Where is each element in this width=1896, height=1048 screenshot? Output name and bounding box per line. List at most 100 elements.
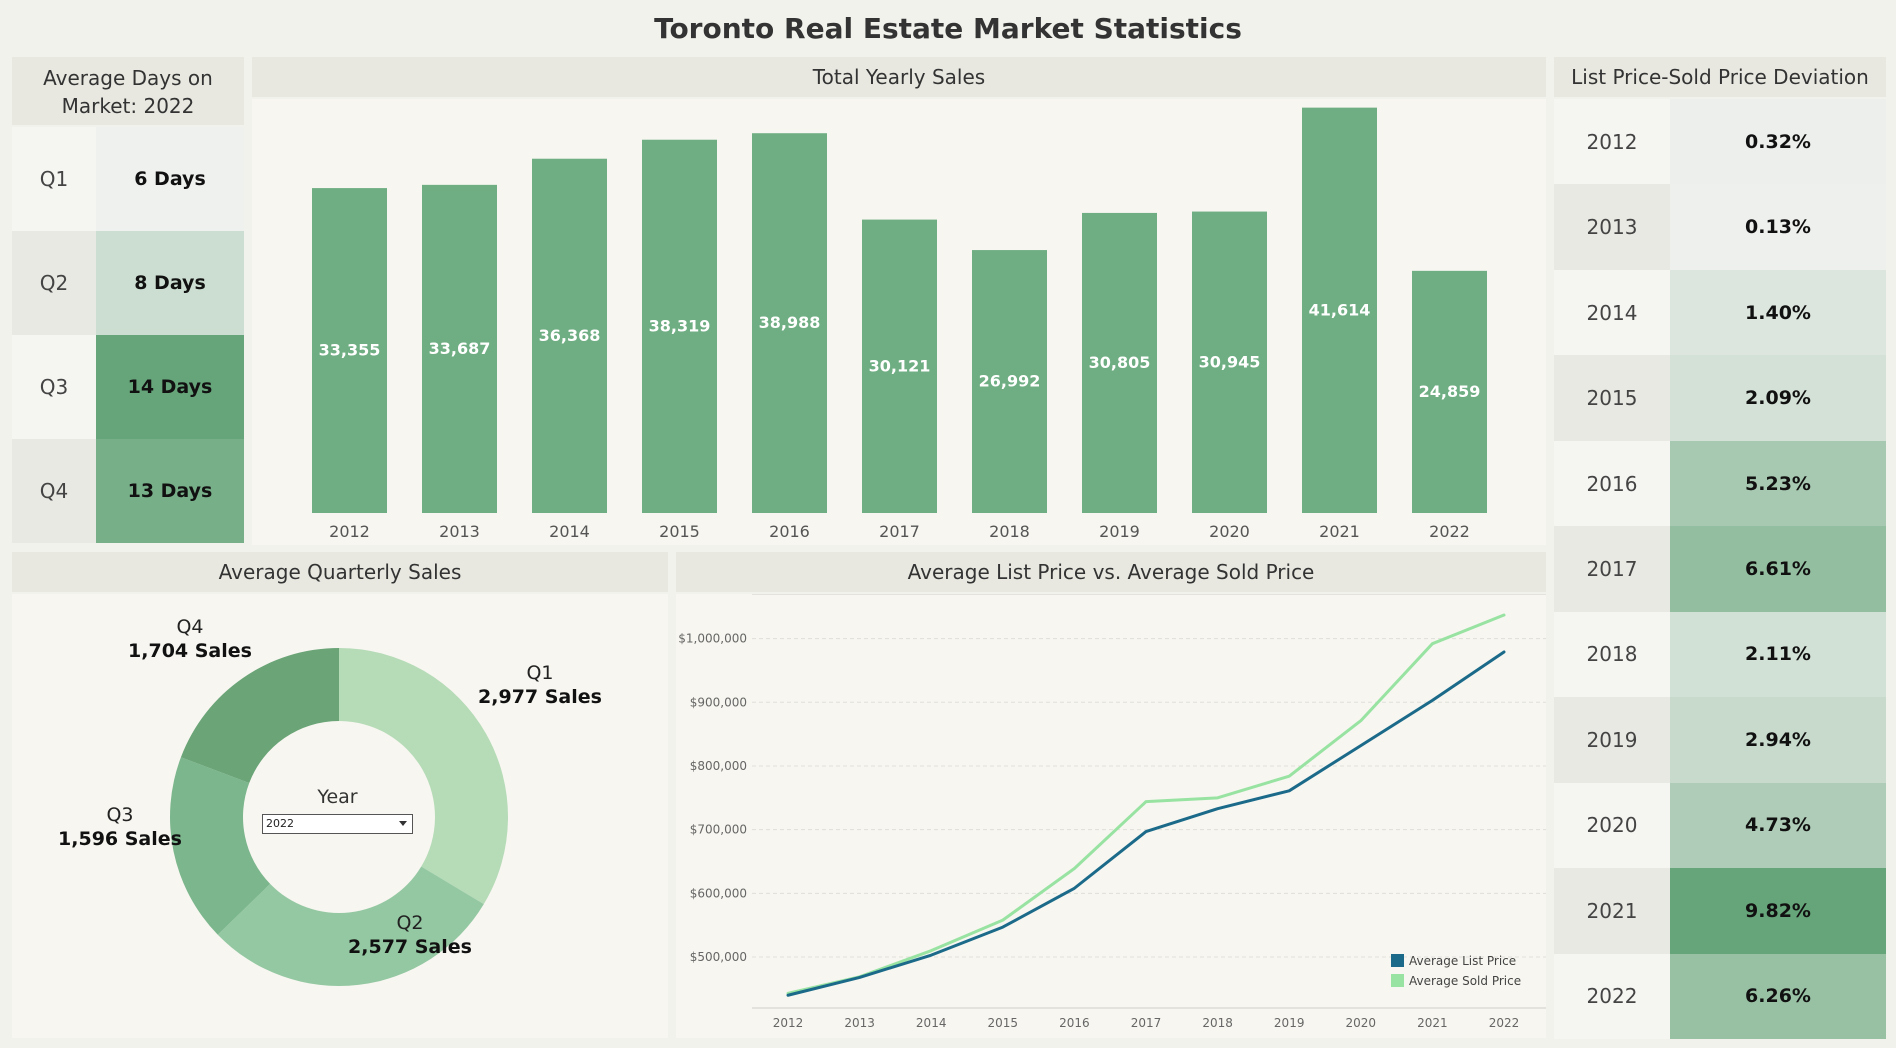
bar-2020[interactable] <box>1192 211 1267 513</box>
bar-2015[interactable] <box>642 139 717 514</box>
x-tick-label: 2019 <box>1274 1016 1305 1030</box>
deviation-value: 5.23% <box>1670 440 1886 527</box>
bar-2014[interactable] <box>532 158 607 513</box>
days-on-market-header: Average Days on Market: 2022 <box>12 57 244 125</box>
x-tick-label: 2016 <box>1059 1016 1090 1030</box>
slice-value-label: 2,577 Sales <box>348 936 472 958</box>
bar-value-label: 30,121 <box>869 356 931 375</box>
bar-value-label: 30,805 <box>1089 353 1151 372</box>
x-tick-label: 2016 <box>769 522 810 541</box>
bar-2018[interactable] <box>972 250 1047 513</box>
yearly-sales-header: Total Yearly Sales <box>252 57 1546 97</box>
days-row-q3: Q3 14 Days <box>12 335 244 439</box>
quarterly-sales-svg: Q12,977 Sales Q22,577 Sales Q31,596 Sales Q… <box>58 616 602 986</box>
deviation-year: 2020 <box>1554 782 1670 869</box>
year-filter-dropdown[interactable]: 2022 <box>262 814 413 834</box>
x-tick-label: 2018 <box>989 522 1030 541</box>
bar-value-label: 38,319 <box>649 316 711 335</box>
y-tick-label: $600,000 <box>690 886 747 900</box>
slice-name-label: Q1 <box>526 662 553 684</box>
days-value: 14 Days <box>96 335 244 439</box>
x-tick-label: 2017 <box>879 522 920 541</box>
y-tick-label: $500,000 <box>690 950 747 964</box>
days-on-market-title: Average Days on Market: 2022 <box>43 66 213 118</box>
slice-value-label: 2,977 Sales <box>478 686 602 708</box>
slice-name-label: Q4 <box>176 616 203 638</box>
slice-name-label: Q3 <box>106 804 133 826</box>
donut-slice-q1[interactable] <box>339 648 509 905</box>
deviation-value: 2.11% <box>1670 611 1886 698</box>
price-comparison-svg: $500,000 $600,000 $700,000 $800,000 $900,000… <box>678 593 1546 1030</box>
deviation-year: 2018 <box>1554 611 1670 698</box>
days-value: 8 Days <box>96 231 244 335</box>
bar-value-label: 33,355 <box>319 341 381 360</box>
slice-value-label: 1,704 Sales <box>128 640 252 662</box>
days-on-market-table: Q1 6 Days Q2 8 Days Q3 14 Days Q4 13 Days <box>12 127 244 543</box>
price-comparison-title: Average List Price vs. Average Sold Pric… <box>907 560 1315 584</box>
x-tick-label: 2022 <box>1489 1016 1520 1030</box>
bar-value-label: 38,988 <box>759 313 821 332</box>
quarterly-sales-header: Average Quarterly Sales <box>12 552 668 592</box>
donut-slice-q2[interactable] <box>217 866 484 986</box>
year-filter-value: 2022 <box>266 817 294 830</box>
x-tick-label: 2015 <box>659 522 700 541</box>
dashboard-title: Toronto Real Estate Market Statistics <box>654 12 1242 45</box>
legend-swatch <box>1391 974 1404 987</box>
deviation-row-2012: 2012 0.32% <box>1554 99 1886 185</box>
deviation-row-2020: 2020 4.73% <box>1554 782 1886 869</box>
y-tick-label: $700,000 <box>690 823 747 837</box>
deviation-year: 2016 <box>1554 440 1670 527</box>
bar-2022[interactable] <box>1412 270 1487 513</box>
bar-2021[interactable] <box>1302 107 1377 514</box>
deviation-title: List Price-Sold Price Deviation <box>1571 65 1869 89</box>
donut-slice-q3[interactable] <box>169 757 271 935</box>
series-line-0[interactable] <box>786 650 1506 997</box>
bar-value-label: 24,859 <box>1419 382 1481 401</box>
bar-2013[interactable] <box>422 184 497 513</box>
days-quarter-label: Q3 <box>12 335 96 439</box>
legend-label: Average List Price <box>1409 954 1516 968</box>
bar-2017[interactable] <box>862 219 937 513</box>
days-row-q2: Q2 8 Days <box>12 231 244 335</box>
deviation-year: 2017 <box>1554 526 1670 612</box>
x-tick-label: 2014 <box>549 522 590 541</box>
x-tick-label: 2020 <box>1346 1016 1377 1030</box>
legend-swatch <box>1391 954 1404 967</box>
days-quarter-label: Q2 <box>12 231 96 335</box>
days-value: 13 Days <box>96 439 244 543</box>
x-tick-label: 2013 <box>844 1016 875 1030</box>
deviation-value: 0.32% <box>1670 99 1886 185</box>
x-tick-label: 2021 <box>1319 522 1360 541</box>
deviation-value: 0.13% <box>1670 184 1886 270</box>
deviation-row-2019: 2019 2.94% <box>1554 697 1886 783</box>
deviation-value: 1.40% <box>1670 269 1886 356</box>
bar-value-label: 41,614 <box>1309 300 1371 319</box>
x-tick-label: 2017 <box>1131 1016 1162 1030</box>
bar-value-label: 26,992 <box>979 372 1041 391</box>
deviation-row-2021: 2021 9.82% <box>1554 868 1886 954</box>
yearly-sales-chart: 33,355 2012 33,687 2013 36,368 2014 38,319 2015… <box>252 99 1546 545</box>
deviation-year: 2022 <box>1554 953 1670 1039</box>
deviation-row-2017: 2017 6.61% <box>1554 526 1886 612</box>
bar-2019[interactable] <box>1082 212 1157 513</box>
yearly-sales-svg: 33,355 2012 33,687 2013 36,368 2014 38,319 2015… <box>312 107 1487 541</box>
deviation-year: 2015 <box>1554 355 1670 441</box>
days-row-q1: Q1 6 Days <box>12 127 244 231</box>
quarterly-sales-title: Average Quarterly Sales <box>218 560 462 584</box>
x-tick-label: 2020 <box>1209 522 1250 541</box>
donut-slice-q4[interactable] <box>180 648 339 784</box>
y-tick-label: $1,000,000 <box>678 632 747 646</box>
deviation-value: 4.73% <box>1670 782 1886 869</box>
deviation-year: 2019 <box>1554 697 1670 783</box>
bar-value-label: 30,945 <box>1199 352 1261 371</box>
x-tick-label: 2012 <box>773 1016 804 1030</box>
dropdown-arrow-icon <box>399 821 407 826</box>
series-line-1[interactable] <box>786 613 1506 995</box>
bar-value-label: 36,368 <box>539 326 601 345</box>
bar-2012[interactable] <box>312 188 387 513</box>
deviation-row-2015: 2015 2.09% <box>1554 355 1886 441</box>
deviation-row-2018: 2018 2.11% <box>1554 611 1886 698</box>
deviation-year: 2021 <box>1554 868 1670 954</box>
deviation-row-2013: 2013 0.13% <box>1554 184 1886 270</box>
bar-2016[interactable] <box>752 133 827 514</box>
